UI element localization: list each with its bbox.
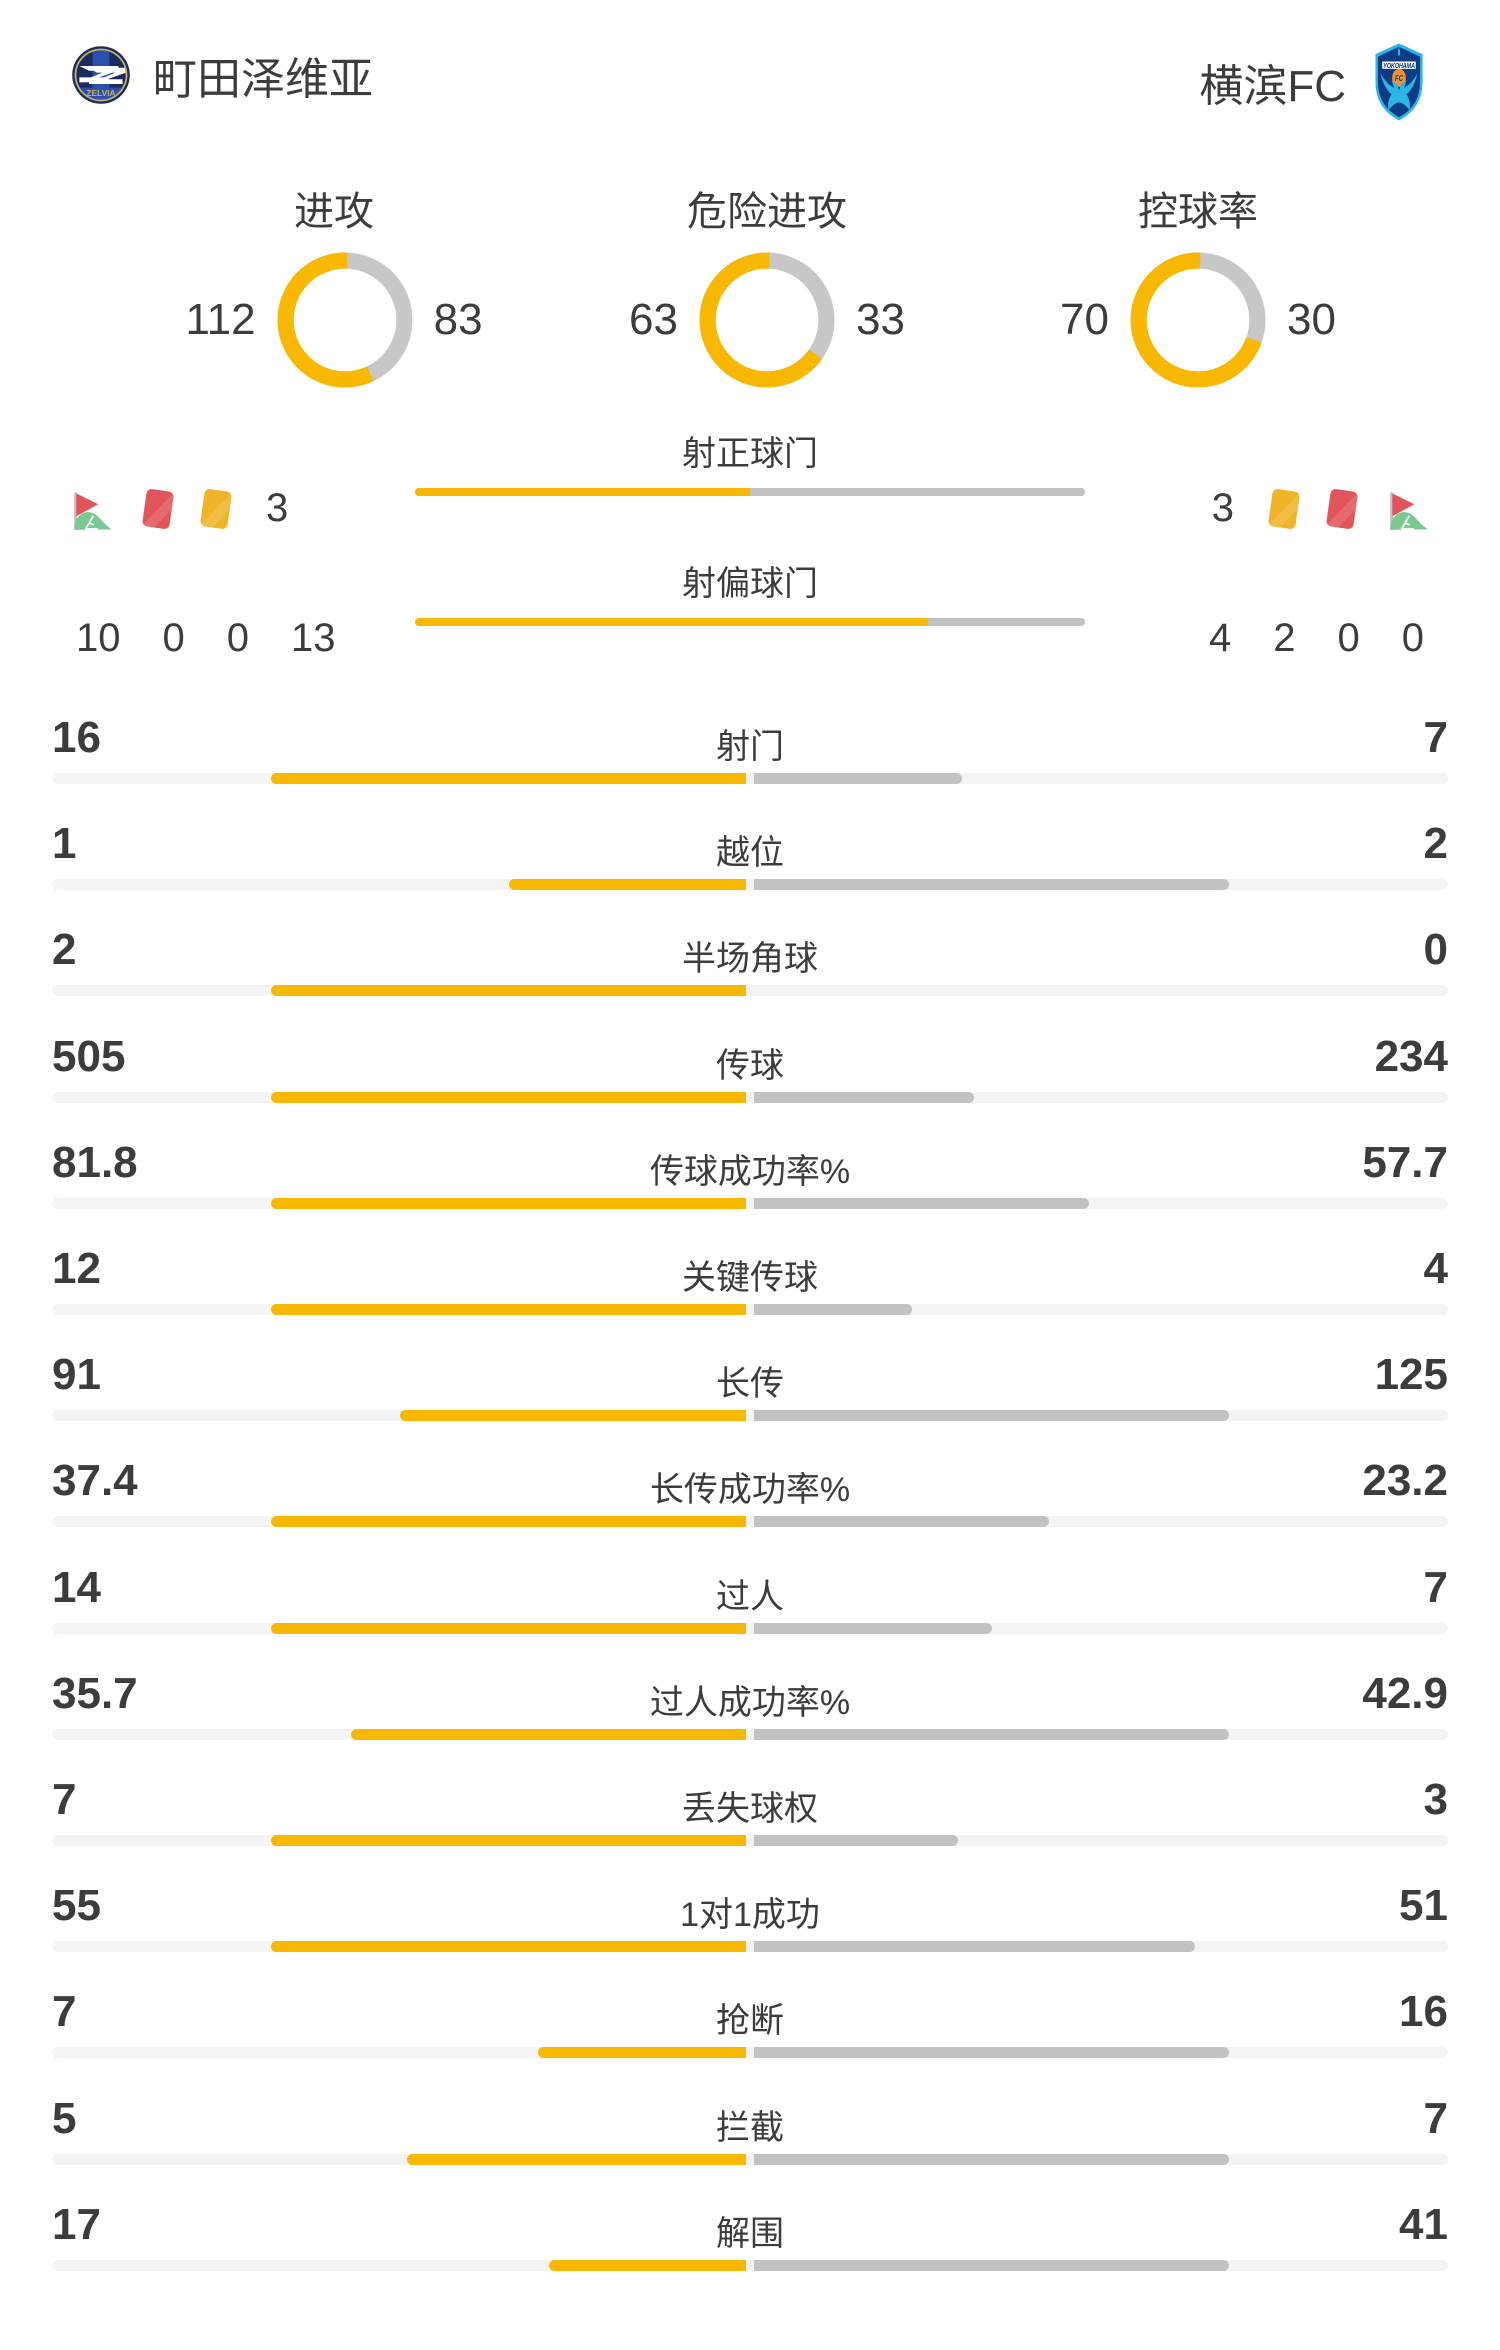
- svg-text:ZELVIA: ZELVIA: [86, 88, 115, 98]
- svg-text:FC: FC: [1395, 73, 1404, 83]
